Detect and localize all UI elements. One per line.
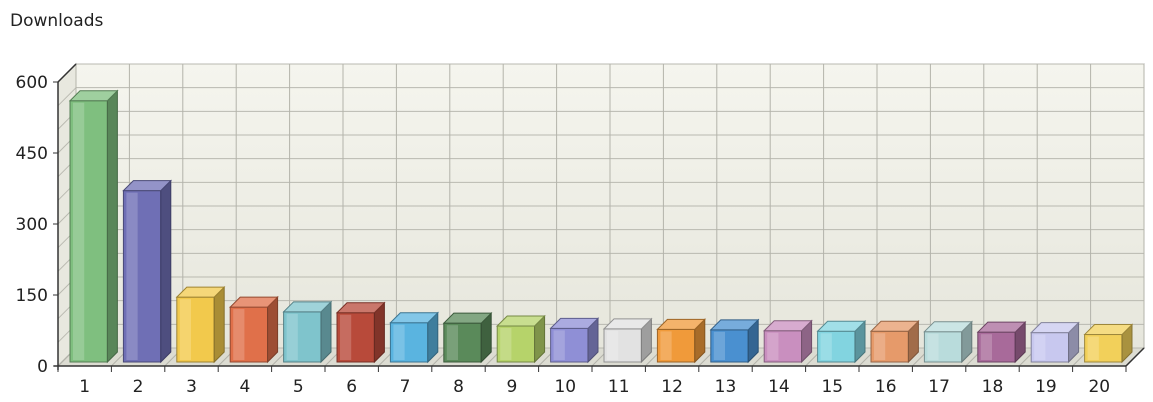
x-tick-label: 1 [79,377,90,397]
bar-top [122,180,172,192]
x-tick-label: 13 [715,377,737,397]
bar-15 [816,320,867,364]
bar-12 [656,318,706,364]
bar-top [816,320,867,332]
bar-top [923,321,973,333]
bar-top [869,320,920,332]
bar-highlight [233,309,245,360]
bar-top [602,318,653,330]
bar-highlight [874,333,886,360]
bar-top [68,90,119,102]
bar-highlight [179,299,192,360]
x-tick-label: 3 [186,377,197,397]
bar-top [763,320,813,332]
bar-1 [68,89,119,364]
x-tick-label: 6 [346,377,357,397]
bar-top [389,312,439,324]
bar-highlight [713,331,726,360]
y-tick-label: 150 [16,286,48,306]
bar-highlight [980,334,993,360]
bar-4 [229,295,279,364]
bar-top [229,296,279,308]
x-axis-depth [1125,347,1145,367]
bar-highlight [73,102,85,360]
bar-highlight [126,192,138,360]
bar-top [335,302,386,314]
x-tick-label: 8 [453,377,464,397]
x-tick-label: 10 [554,377,576,397]
x-tick-label: 18 [982,377,1004,397]
bar-top [976,321,1027,333]
bar-top [709,319,760,331]
bar-8 [442,311,493,364]
bar-top [175,286,226,298]
bar-highlight [553,330,565,360]
bar-highlight [820,333,832,360]
bar-highlight [1087,336,1099,360]
bar-19 [1030,321,1080,364]
bar-11 [602,317,653,364]
bar-top [282,301,333,313]
y-tick-label: 450 [16,144,48,164]
y-tick-label: 0 [37,357,48,377]
y-tick-label: 600 [16,73,48,93]
x-tick-label: 4 [239,377,250,397]
h-gridline-side [57,87,77,107]
bar-highlight [393,324,405,360]
x-tick-label: 14 [768,377,790,397]
bar-highlight [1034,334,1046,360]
bar-highlight [927,333,939,360]
bar-13 [709,318,760,364]
y-tick-label: 300 [16,215,48,235]
bar-17 [923,320,973,364]
x-tick-label: 17 [928,377,950,397]
y-axis-title: Downloads [10,11,104,31]
bar-10 [549,317,600,364]
bar-7 [389,311,439,364]
bar-highlight [446,325,459,360]
bar-3 [175,285,226,364]
x-tick-label: 15 [821,377,843,397]
bar-16 [869,320,920,364]
x-tick-label: 11 [608,377,630,397]
bar-side [160,179,172,364]
x-tick-label: 7 [400,377,411,397]
bar-18 [976,320,1027,364]
x-tick-label: 20 [1088,377,1110,397]
bar-top [442,312,493,324]
bar-side [267,295,279,364]
bar-side [106,89,118,364]
bar-highlight [607,330,619,360]
bar-side [213,285,225,364]
bar-top [656,318,706,330]
bar-highlight [340,314,352,360]
x-tick-label: 19 [1035,377,1057,397]
bar-highlight [286,313,298,360]
chart-bars [68,89,1134,364]
x-tick-label: 12 [661,377,683,397]
bar-top [1083,324,1134,336]
bar-highlight [660,331,672,360]
bar-14 [763,319,813,364]
bar-5 [282,300,333,364]
x-tick-label: 16 [875,377,897,397]
bar-top [496,315,546,327]
bar-6 [335,301,386,364]
bar-20 [1083,323,1134,364]
bar-top [1030,322,1080,334]
bar-highlight [500,328,512,360]
y-axis-depth [57,63,77,83]
bar-9 [496,314,546,364]
bar-highlight [767,332,779,360]
x-tick-label: 9 [506,377,517,397]
x-tick-label: 5 [293,377,304,397]
x-tick-label: 2 [133,377,144,397]
bar-2 [122,179,172,364]
bar-top [549,317,600,329]
